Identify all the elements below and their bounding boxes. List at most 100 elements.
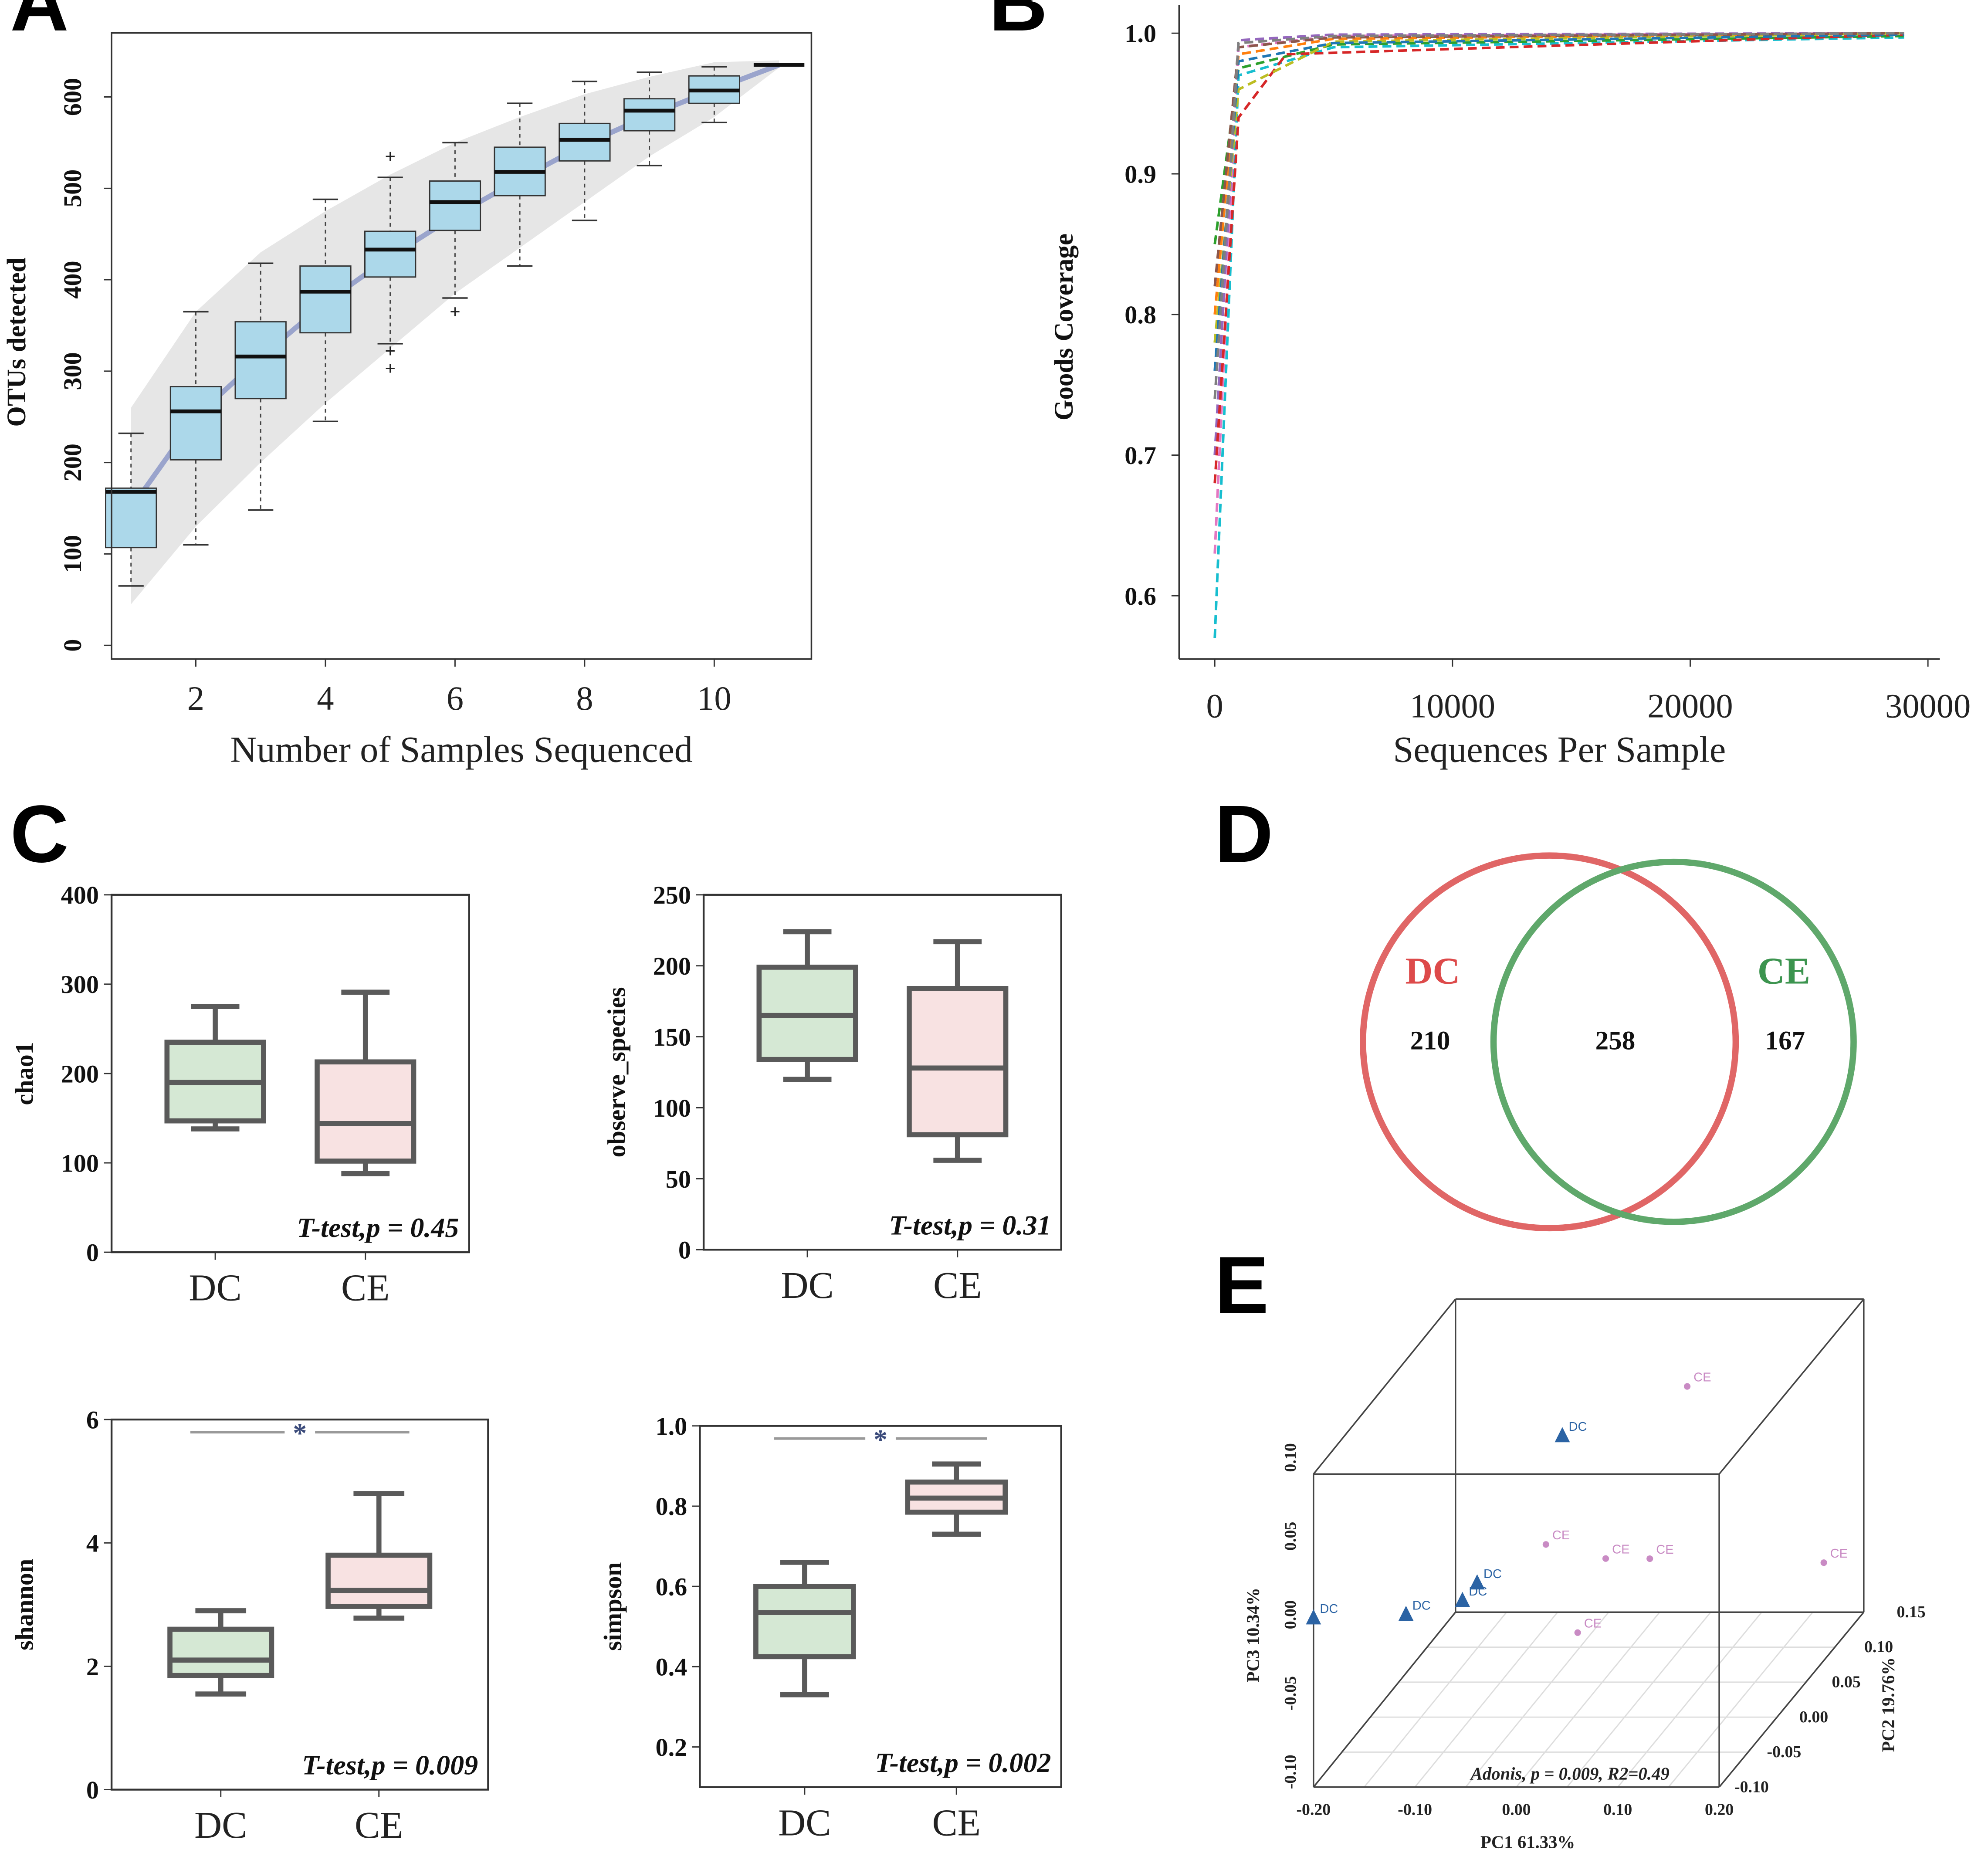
plot-frame <box>110 1418 489 1791</box>
point-label: DC <box>1483 1567 1502 1581</box>
x-tick-label: CE <box>933 1264 982 1306</box>
y-tick-label: 100 <box>58 535 87 573</box>
panel-labels: A B C D E <box>10 0 1273 1331</box>
x-tick-label: 2 <box>187 679 204 717</box>
box <box>169 386 222 461</box>
point-label: DC <box>1320 1602 1338 1616</box>
y-tick-label: -0.10 <box>1734 1778 1769 1796</box>
panel-label: C <box>10 789 69 879</box>
point-ce <box>1542 1541 1549 1548</box>
point-ce <box>1602 1555 1609 1562</box>
box-CE <box>325 1552 433 1609</box>
y-tick-label: -0.05 <box>1767 1743 1801 1761</box>
y-tick-label: 0.8 <box>1124 301 1156 329</box>
cube-edge <box>1718 1612 1865 1788</box>
venn-count-ce-only: 167 <box>1765 1026 1805 1056</box>
y-tick-label: 4 <box>86 1529 99 1558</box>
outlier: + <box>385 341 396 362</box>
x-tick-label: DC <box>189 1267 241 1309</box>
x-tick-label: 30000 <box>1885 687 1971 725</box>
y-tick-label: 0 <box>86 1776 99 1804</box>
y-tick-label: 50 <box>666 1165 691 1193</box>
y-tick-label: 0.05 <box>1832 1673 1860 1691</box>
venn-label-ce: CE <box>1758 949 1810 992</box>
y-tick-label: 300 <box>61 970 99 999</box>
x-tick-label: 6 <box>447 679 464 717</box>
venn-count-shared: 258 <box>1595 1026 1636 1056</box>
alpha-subplot-observe_species: DC CE 0 50 100 150 200 250 observe_species T-test… <box>603 881 1062 1306</box>
y-tick-label: 0.10 <box>1864 1638 1893 1656</box>
x-tick-label: 4 <box>317 679 334 717</box>
z-axis-title: PC3 10.34% <box>1243 1588 1263 1682</box>
y-tick-label: 250 <box>653 881 691 909</box>
y-tick-label: 1.0 <box>656 1412 688 1440</box>
cube-edge <box>1313 1298 1456 1475</box>
box-CE <box>907 986 1009 1138</box>
panel-label: D <box>1215 789 1273 879</box>
y-tick-label: 200 <box>58 444 87 481</box>
floor-grid-line <box>1364 1612 1507 1788</box>
alpha-subplot-simpson: DC CE 0.2 0.4 0.6 0.8 1.0 simpson T-test,p = 0.0… <box>599 1412 1062 1843</box>
coverage-line <box>1213 32 1904 343</box>
y-axis-title: simpson <box>599 1562 627 1651</box>
outlier: + <box>385 146 396 167</box>
box <box>299 265 352 334</box>
panel-label: A <box>10 0 69 48</box>
point-ce <box>1684 1383 1691 1390</box>
outlier: + <box>450 301 461 322</box>
coverage-line <box>1213 33 1904 371</box>
x-tick-label: -0.20 <box>1296 1801 1331 1819</box>
y-axis-title: Goods Coverage <box>1050 234 1079 420</box>
y-tick-label: 1.0 <box>1124 20 1156 48</box>
ttest-annotation: T-test,p = 0.002 <box>875 1747 1051 1778</box>
point-ce <box>1646 1555 1653 1562</box>
y-tick-label: 0.2 <box>656 1733 688 1762</box>
point-label: DC <box>1569 1420 1587 1434</box>
plot-frame <box>111 32 813 660</box>
z-tick-label: 0.00 <box>1281 1600 1300 1629</box>
z-tick-label: 0.10 <box>1281 1443 1300 1472</box>
x-tick-label: CE <box>932 1801 981 1843</box>
x-tick-label: 0 <box>1206 687 1223 725</box>
x-tick-label: CE <box>355 1804 403 1846</box>
x-tick-label: 0.20 <box>1705 1801 1734 1819</box>
x-tick-label: 0.10 <box>1603 1801 1632 1819</box>
coverage-line <box>1213 32 1904 455</box>
y-tick-label: 0.7 <box>1124 441 1156 470</box>
panel-d-venn: DC CE 210 258 167 <box>1360 852 1857 1232</box>
cube-edge <box>1718 1298 1865 1475</box>
venn-circle-dc <box>1360 852 1739 1232</box>
y-tick-label: 0.6 <box>1124 582 1156 610</box>
x-tick-label: -0.10 <box>1398 1801 1432 1819</box>
y-tick-label: 400 <box>61 881 99 909</box>
x-axis-title: PC1 61.33% <box>1480 1832 1575 1852</box>
point-dc <box>1306 1609 1321 1625</box>
x-axis-title: Number of Samples Sequenced <box>230 729 693 770</box>
box-DC <box>167 1626 274 1678</box>
y-tick-label: 0.8 <box>656 1492 688 1521</box>
point-label: CE <box>1830 1547 1848 1561</box>
x-tick-label: DC <box>194 1804 247 1846</box>
z-tick-label: 0.05 <box>1281 1522 1300 1551</box>
floor-grid-line <box>1465 1612 1609 1788</box>
y-tick-label: 0.4 <box>656 1653 688 1681</box>
y-tick-label: 0 <box>678 1236 691 1264</box>
box-DC <box>753 1584 856 1660</box>
y-axis-title: shannon <box>10 1559 39 1650</box>
x-tick-label: 20000 <box>1647 687 1733 725</box>
alpha-subplot-shannon: DC CE 0 2 4 6 shannon T-test,p = 0.009 * <box>10 1406 489 1846</box>
coverage-line <box>1213 32 1904 287</box>
significance-star: * <box>293 1417 307 1448</box>
floor-grid-line <box>1566 1612 1711 1788</box>
point-dc <box>1469 1574 1485 1590</box>
point-label: CE <box>1656 1543 1673 1557</box>
significance-star: * <box>874 1424 887 1455</box>
coverage-line <box>1213 34 1904 244</box>
y-axis-title: observe_species <box>603 987 631 1158</box>
ttest-annotation: T-test,p = 0.009 <box>302 1750 478 1781</box>
z-tick-label: -0.10 <box>1281 1755 1300 1789</box>
floor-grid-line <box>1516 1612 1660 1788</box>
